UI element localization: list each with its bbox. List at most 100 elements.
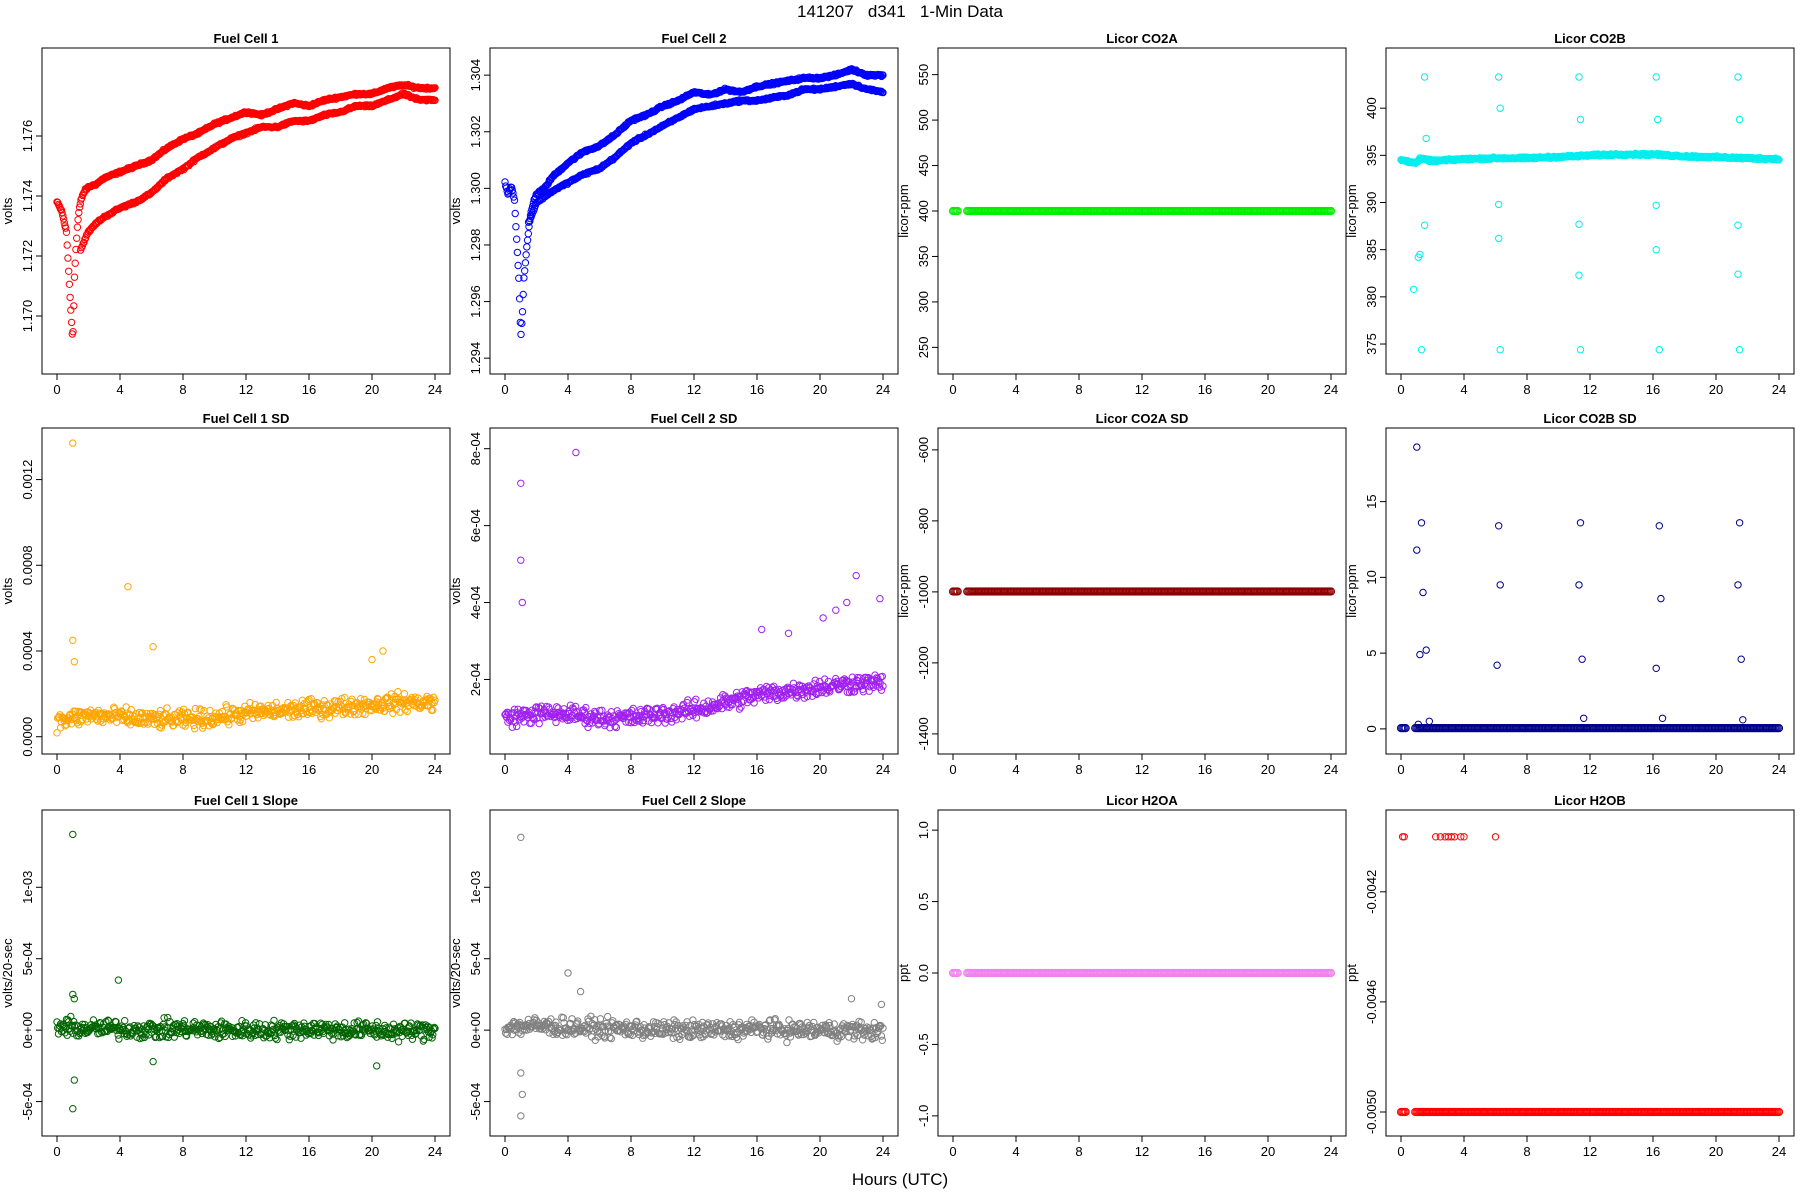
y-tick-label: 1.170 — [20, 300, 35, 333]
x-tick-label: 4 — [564, 762, 571, 777]
x-tick-label: 20 — [365, 1144, 379, 1159]
x-tick-label: 24 — [1324, 382, 1338, 397]
panel-title: Fuel Cell 2 SD — [651, 411, 738, 426]
x-tick-label: 0 — [53, 1144, 60, 1159]
y-tick-label: 0.0008 — [20, 545, 35, 585]
x-tick-label: 20 — [365, 762, 379, 777]
data-point — [530, 204, 539, 213]
y-tick-label: 0 — [1364, 725, 1379, 732]
y-axis-label: licor-ppm — [896, 564, 911, 617]
panel-title: Fuel Cell 1 Slope — [194, 793, 298, 808]
y-tick-label: -800 — [916, 508, 931, 534]
data-point — [508, 186, 516, 194]
data-point — [843, 598, 851, 607]
x-tick-label: 4 — [1460, 762, 1467, 777]
data-point — [1735, 115, 1744, 124]
y-tick-label: -600 — [916, 437, 931, 463]
x-tick-label: 16 — [1198, 382, 1212, 397]
data-point — [70, 658, 79, 666]
x-tick-label: 4 — [1460, 382, 1467, 397]
data-point — [1495, 73, 1503, 81]
data-point — [163, 704, 171, 712]
data-point — [758, 625, 766, 634]
data-point — [60, 219, 69, 227]
data-point — [1496, 581, 1504, 589]
y-tick-label: 15 — [1364, 494, 1379, 508]
y-tick-label: -1200 — [916, 646, 931, 679]
data-point — [1416, 650, 1424, 659]
data-point — [1734, 581, 1742, 589]
y-tick-label: 5 — [1364, 650, 1379, 657]
y-axis-label: volts — [448, 577, 463, 604]
x-tick-label: 16 — [302, 1144, 316, 1159]
data-point — [69, 328, 77, 336]
data-point — [64, 254, 72, 262]
data-point — [1652, 246, 1660, 254]
y-tick-label: 550 — [916, 64, 931, 86]
data-point — [1655, 346, 1664, 354]
y-tick-label: 0e+00 — [20, 1012, 35, 1049]
data-point — [1658, 714, 1667, 722]
series-points — [1397, 73, 1783, 354]
data-point — [82, 234, 90, 242]
y-axis-label: volts — [448, 197, 463, 224]
x-tick-label: 4 — [1012, 762, 1019, 777]
data-point — [59, 212, 67, 220]
x-tick-label: 24 — [428, 382, 442, 397]
data-point — [67, 318, 76, 327]
x-tick-label: 24 — [876, 762, 890, 777]
data-point — [515, 274, 523, 282]
data-point — [504, 190, 512, 198]
series-points — [501, 448, 887, 732]
data-point — [510, 196, 519, 204]
y-tick-label: 8e-04 — [468, 432, 483, 465]
data-point — [1576, 115, 1585, 124]
data-point — [523, 236, 532, 244]
data-point — [795, 87, 803, 96]
data-point — [517, 556, 525, 564]
x-tick-label: 12 — [1135, 382, 1149, 397]
data-point — [1575, 73, 1583, 81]
y-tick-label: 5e-04 — [20, 942, 35, 975]
data-point — [514, 261, 522, 270]
series-points — [948, 206, 1336, 216]
data-point — [512, 223, 520, 231]
x-tick-label: 8 — [627, 382, 634, 397]
x-tick-label: 16 — [1198, 762, 1212, 777]
x-tick-label: 8 — [179, 382, 186, 397]
data-point — [524, 230, 532, 238]
panel-title: Fuel Cell 1 SD — [203, 411, 290, 426]
data-point — [70, 302, 78, 310]
data-point — [78, 242, 87, 250]
x-tick-label: 20 — [813, 382, 827, 397]
y-tick-label: 380 — [1364, 286, 1379, 308]
data-point — [73, 223, 82, 231]
x-tick-label: 8 — [1075, 382, 1082, 397]
y-tick-label: 1.174 — [20, 180, 35, 213]
data-point — [69, 636, 77, 644]
x-tick-label: 4 — [116, 762, 123, 777]
data-point — [535, 719, 543, 728]
data-point — [517, 479, 525, 487]
data-point — [520, 274, 528, 282]
data-point — [521, 259, 530, 267]
y-tick-label: 0.0012 — [20, 460, 35, 500]
x-tick-label: 8 — [1523, 382, 1530, 397]
data-point — [518, 598, 526, 607]
x-tick-label: 8 — [179, 762, 186, 777]
x-tick-label: 4 — [116, 1144, 123, 1159]
data-point — [511, 209, 519, 218]
y-tick-label: 400 — [1364, 97, 1379, 119]
x-tick-label: 20 — [813, 762, 827, 777]
data-point — [877, 87, 885, 96]
data-point — [1417, 346, 1426, 354]
x-tick-label: 0 — [1397, 762, 1404, 777]
data-point — [1576, 519, 1585, 527]
data-point — [1409, 285, 1418, 293]
data-point — [75, 208, 83, 217]
